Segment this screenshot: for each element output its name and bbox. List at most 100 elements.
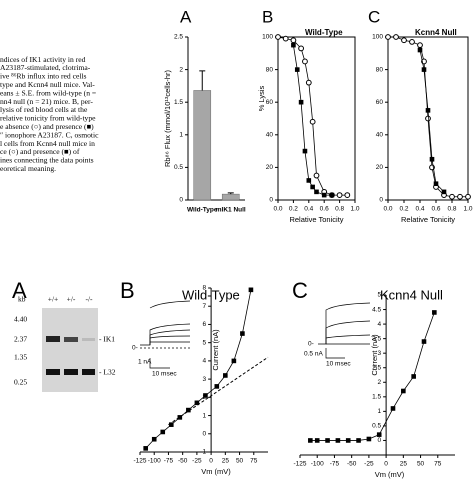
point — [356, 438, 361, 443]
point — [432, 310, 437, 315]
x-tick-label: 0.4 — [304, 206, 313, 213]
y-tick-label: 2.5 — [174, 34, 183, 41]
point — [449, 193, 455, 200]
lane-label: +/- — [67, 295, 76, 304]
marker-size: 2.37 — [14, 335, 27, 344]
y-tick-label: 2 — [377, 379, 381, 386]
x-tick-label: 0.6 — [320, 206, 329, 213]
point — [344, 192, 351, 199]
point — [313, 172, 320, 179]
point — [390, 406, 396, 411]
y-axis-label: % Lysis — [257, 85, 266, 111]
x-tick-label: -75 — [164, 458, 174, 465]
x-tick-label: 25 — [400, 461, 408, 468]
y-tick-label: 80 — [376, 66, 384, 73]
y-tick-label: 5 — [377, 292, 381, 299]
x-tick-label: mIK1 Null — [216, 207, 246, 214]
point — [401, 388, 406, 394]
band — [82, 338, 95, 341]
inset-null — [318, 302, 371, 359]
trace — [149, 335, 191, 345]
band — [46, 336, 60, 342]
point — [203, 393, 208, 398]
point — [223, 373, 228, 378]
panel-subtitle: Wild-Type — [305, 28, 343, 37]
y-axis-label: Current (nA) — [211, 329, 220, 371]
y-tick-label: 0 — [377, 437, 381, 444]
panel-subtitle: Kcnn4 Null — [380, 287, 443, 302]
point — [306, 178, 312, 183]
x-tick-label: 0.4 — [415, 206, 424, 213]
trace — [149, 300, 191, 309]
x-tick-label: -25 — [192, 458, 202, 465]
x-axis-label: Relative Tonicity — [289, 215, 343, 224]
y-tick-label: 1.5 — [372, 394, 381, 401]
x-tick-label: -100 — [148, 458, 161, 465]
point — [335, 438, 341, 443]
x-tick-label: 0.0 — [383, 206, 392, 213]
point — [305, 79, 312, 86]
caption-line: eoretical meaning. — [0, 164, 56, 173]
y-tick-label: 1.5 — [174, 99, 183, 106]
point — [298, 45, 305, 52]
x-tick-label: 0.8 — [335, 206, 344, 213]
x-tick-label: 50 — [236, 458, 244, 465]
caption-line: A23187-stimulated, clotrima- — [0, 63, 91, 72]
x-tick-label: 0.8 — [447, 206, 456, 213]
plot-frame — [387, 36, 469, 201]
y-tick-label: 100 — [372, 34, 383, 41]
panel-label: A — [180, 7, 192, 26]
trace — [149, 329, 191, 345]
point — [168, 422, 174, 427]
x-tick-label: -25 — [364, 461, 374, 468]
x-tick-label: -75 — [330, 461, 340, 468]
caption-line: e absence (○) and presence (■) — [0, 122, 94, 131]
trace — [318, 302, 371, 345]
point — [214, 384, 220, 389]
band — [64, 337, 78, 342]
caption-line: ce (○) and presence (■) of — [0, 147, 80, 156]
point — [385, 34, 391, 40]
caption-line: ″ ionophore A23187. C, osmotic — [0, 130, 99, 139]
blot-panel: A kb +/+ +/- -/- 4.40 2.37 1.35 0.25 - I… — [12, 278, 116, 392]
caption-line: eans ± S.E. from wild-type (n = — [0, 88, 96, 97]
x-tick-label: 1.0 — [350, 206, 359, 213]
x-tick-label: 0.2 — [399, 206, 408, 213]
y-tick-label: 1 — [202, 412, 206, 419]
band — [46, 369, 60, 375]
x-tick-label: -50 — [347, 461, 357, 468]
y-tick-label: 3 — [202, 376, 206, 383]
x-tick-label: 0 — [209, 458, 213, 465]
x-axis-label: Relative Tonicity — [401, 215, 455, 224]
bar — [221, 193, 240, 201]
y-tick-label: 7 — [202, 303, 206, 310]
blot-membrane — [42, 308, 98, 392]
point — [321, 192, 327, 198]
point — [310, 184, 315, 190]
point — [345, 438, 351, 443]
point — [314, 189, 319, 195]
point — [151, 436, 157, 442]
point — [275, 34, 281, 40]
x-tick-label: -50 — [178, 458, 188, 465]
point — [160, 429, 166, 435]
series-line — [277, 36, 348, 196]
series-line — [145, 289, 252, 449]
y-tick-label: 2.5 — [372, 364, 381, 371]
point — [417, 42, 423, 49]
y-tick-label: 20 — [266, 164, 274, 171]
y-tick-label: 20 — [376, 164, 384, 171]
point — [425, 115, 431, 122]
point — [302, 58, 308, 65]
point — [294, 67, 300, 72]
y-tick-label: 0.5 — [372, 423, 381, 430]
point — [457, 193, 463, 200]
y-tick-label: 6 — [202, 321, 206, 328]
lane-label: -/- — [85, 295, 93, 304]
y-axis-label: Current (nA) — [370, 334, 379, 376]
caption-line: relative tonicity from wild-type — [0, 114, 96, 123]
y-tick-label: 5 — [202, 339, 206, 346]
bar — [193, 90, 212, 201]
point — [231, 358, 237, 364]
point — [393, 34, 399, 40]
